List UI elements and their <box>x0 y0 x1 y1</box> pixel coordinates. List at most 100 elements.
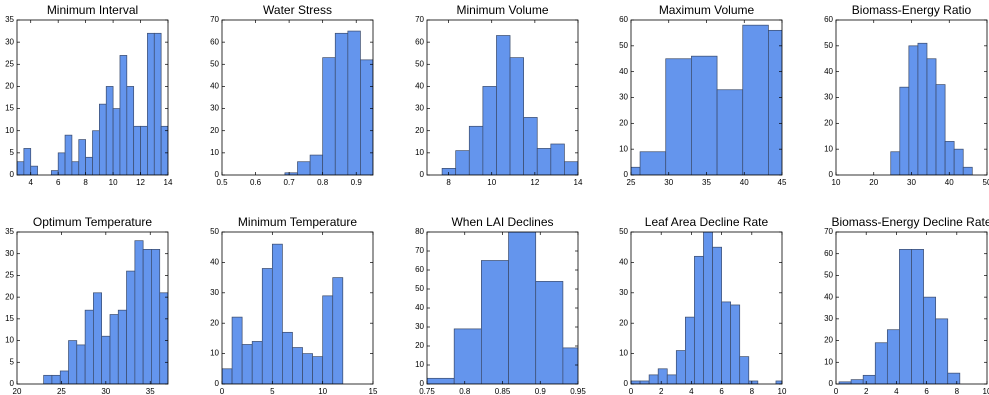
x-tick-label: 40 <box>945 178 954 187</box>
y-tick-label: 15 <box>5 104 14 113</box>
histogram-bar <box>92 130 100 175</box>
histogram-bar <box>271 243 283 384</box>
y-tick-label: 20 <box>5 292 14 301</box>
histogram-bar <box>360 59 373 175</box>
histogram-bar <box>117 309 127 384</box>
y-tick-label: 40 <box>210 258 219 267</box>
y-tick-label: 10 <box>619 144 628 153</box>
plot-frame <box>221 19 374 176</box>
histogram-bar <box>890 151 901 175</box>
histogram-bar <box>703 232 713 384</box>
histogram-bar <box>57 152 66 175</box>
x-tick-label: 25 <box>627 178 636 187</box>
x-tick-label: 0.8 <box>317 178 329 187</box>
y-tick-label: 0 <box>829 170 834 179</box>
plot-frame <box>426 19 579 176</box>
histogram-bar <box>134 240 144 384</box>
histogram-bar <box>523 117 538 175</box>
x-tick-label: 10 <box>832 178 841 187</box>
y-tick-label: 30 <box>619 288 628 297</box>
y-tick-label: 60 <box>415 265 424 274</box>
histogram-bar <box>639 151 667 175</box>
y-tick-label: 50 <box>210 59 219 68</box>
x-tick-label: 5 <box>270 387 275 395</box>
histogram-bar <box>453 328 482 384</box>
y-tick-label: 50 <box>415 284 424 293</box>
x-tick-label: 8 <box>955 387 960 395</box>
histogram-bar <box>84 309 94 384</box>
x-tick-label: 8 <box>446 178 451 187</box>
y-tick-label: 30 <box>824 93 833 102</box>
y-tick-label: 0 <box>829 379 834 388</box>
y-tick-label: 50 <box>619 41 628 50</box>
y-tick-label: 25 <box>5 59 14 68</box>
histogram-bar <box>51 374 61 384</box>
y-tick-label: 30 <box>619 93 628 102</box>
y-tick-label: 20 <box>415 341 424 350</box>
histogram-bar <box>17 161 25 175</box>
x-tick-label: 30 <box>664 178 673 187</box>
histogram-bar <box>899 86 910 175</box>
histogram-bar <box>775 380 782 384</box>
histogram-bar <box>151 249 161 384</box>
x-tick-label: 0 <box>834 387 839 395</box>
x-tick-label: 30 <box>101 387 110 395</box>
histogram-bar <box>716 89 744 175</box>
y-tick-label: 50 <box>824 41 833 50</box>
y-tick-label: 5 <box>10 148 15 157</box>
histogram-bar <box>694 255 704 384</box>
histogram-bar <box>159 292 168 384</box>
histogram-bar <box>962 166 973 175</box>
y-tick-label: 10 <box>415 148 424 157</box>
histogram-bar <box>482 86 497 175</box>
histogram-bar <box>944 141 955 175</box>
x-tick-label: 6 <box>719 387 724 395</box>
histogram-bar <box>923 296 937 384</box>
histogram-bar <box>481 260 509 384</box>
plot-frame <box>16 19 169 176</box>
y-tick-label: 20 <box>210 318 219 327</box>
y-tick-label: 50 <box>415 59 424 68</box>
histogram-bar <box>160 125 168 175</box>
histogram-bar <box>953 148 964 175</box>
x-tick-label: 20 <box>869 178 878 187</box>
x-tick-label: 0.85 <box>495 387 511 395</box>
y-tick-label: 10 <box>824 357 833 366</box>
y-tick-label: 70 <box>824 227 833 236</box>
histogram-bar <box>99 103 107 175</box>
y-tick-label: 0 <box>215 379 220 388</box>
chart-title: Minimum Volume <box>456 3 548 17</box>
x-tick-label: 6 <box>924 387 929 395</box>
histogram-bar <box>691 55 718 175</box>
y-tick-label: 20 <box>5 82 14 91</box>
x-tick-label: 10 <box>109 178 118 187</box>
histogram-bar <box>30 165 38 175</box>
y-tick-label: 30 <box>5 249 14 258</box>
y-tick-label: 10 <box>619 349 628 358</box>
y-tick-label: 50 <box>619 227 628 236</box>
histogram-bar <box>712 246 722 384</box>
histogram-bar <box>78 139 86 175</box>
y-tick-label: 20 <box>824 336 833 345</box>
plot-frame <box>630 231 783 385</box>
histogram-bar <box>347 30 361 175</box>
x-tick-label: 0 <box>629 387 634 395</box>
x-tick-label: 2 <box>659 387 664 395</box>
bars <box>838 249 961 384</box>
x-tick-label: 0 <box>220 387 225 395</box>
histogram-bar <box>112 108 121 175</box>
histogram-bar <box>564 161 578 175</box>
histogram-bar <box>455 150 470 175</box>
y-tick-label: 60 <box>415 37 424 46</box>
y-tick-label: 0 <box>10 379 15 388</box>
histogram-bar <box>427 377 455 384</box>
histogram-bar <box>309 154 324 175</box>
histogram-bar <box>261 268 273 384</box>
bars <box>427 232 578 384</box>
histogram-bar <box>292 347 303 384</box>
y-tick-label: 10 <box>824 144 833 153</box>
chart-title: Optimum Temperature <box>33 215 152 229</box>
histogram-bar <box>874 342 888 384</box>
